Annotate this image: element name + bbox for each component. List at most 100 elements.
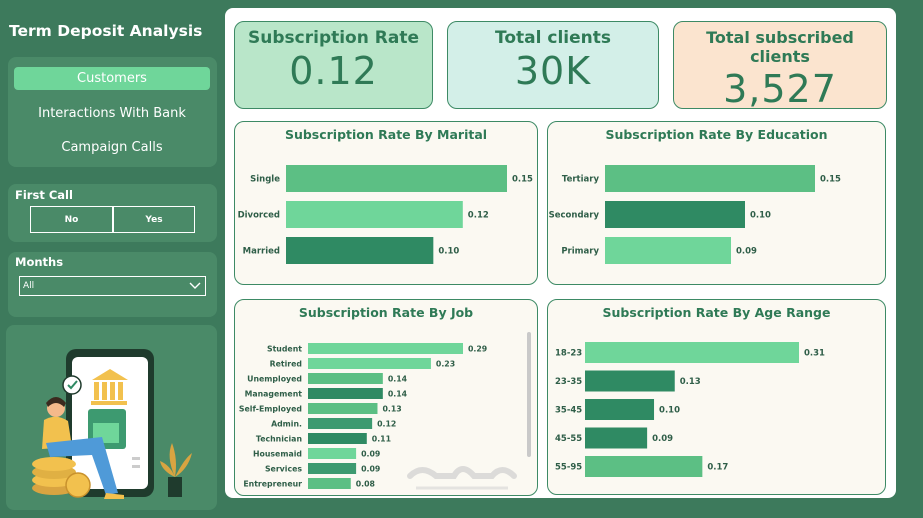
bar[interactable]	[308, 448, 357, 459]
bar[interactable]	[585, 342, 799, 363]
watermark-logo	[407, 466, 517, 490]
category-label: Services	[265, 465, 302, 474]
category-label: Tertiary	[562, 175, 600, 185]
first-call-no-button[interactable]: No	[30, 206, 113, 233]
dashboard-canvas: Subscription Rate 0.12 Total clients 30K…	[225, 8, 896, 498]
kpi-title: Subscription Rate	[248, 28, 419, 48]
months-dropdown[interactable]: All	[19, 276, 206, 296]
bar[interactable]	[308, 373, 383, 384]
data-label: 0.09	[361, 465, 380, 474]
data-label: 0.13	[680, 377, 701, 387]
data-label: 0.13	[382, 405, 401, 414]
bar[interactable]	[605, 201, 745, 228]
category-label: Technician	[256, 435, 302, 444]
category-label: Secondary	[549, 211, 600, 221]
months-label: Months	[15, 255, 64, 269]
kpi-value: 30K	[514, 49, 592, 93]
category-label: 23-35	[555, 377, 582, 387]
first-call-filter: First Call No Yes	[8, 184, 217, 242]
chart-title: Subscription Rate By Marital	[284, 127, 488, 142]
chart-education-plot: Tertiary 0.15 Secondary 0.10 Primary 0.09	[549, 165, 841, 264]
kpi-total-clients: Total clients 30K	[447, 21, 659, 109]
chart-education: Subscription Rate By Education Tertiary 0…	[547, 121, 886, 285]
data-label: 0.12	[377, 420, 396, 429]
data-label: 0.15	[820, 175, 841, 185]
chart-title: Subscription Rate By Job	[298, 305, 474, 320]
check-icon	[62, 375, 82, 395]
chart-age-plot: 18-23 0.31 23-35 0.13 35-45 0.10 45-55 0.09 55-9…	[555, 342, 825, 477]
data-label: 0.14	[388, 390, 408, 399]
chart-marital-plot: Single 0.15 Divorced 0.12 Married 0.10	[238, 165, 533, 264]
chart-job: Subscription Rate By Job Student 0.29 Reti…	[234, 299, 538, 496]
bar[interactable]	[585, 399, 655, 420]
chart-age-range: Subscription Rate By Age Range 18-23 0.31…	[547, 299, 886, 495]
category-label: 35-45	[555, 406, 582, 416]
category-label: Student	[267, 345, 302, 354]
chart-job-plot: Student 0.29 Retired 0.23 Unemployed 0.14 Mana…	[239, 343, 487, 489]
data-label: 0.14	[388, 375, 408, 384]
category-label: 55-95	[555, 463, 582, 473]
category-label: Primary	[561, 247, 599, 257]
data-label: 0.29	[468, 345, 487, 354]
chart-job-scrollbar[interactable]	[527, 332, 531, 457]
bar[interactable]	[308, 478, 351, 489]
bar[interactable]	[585, 456, 703, 477]
bar[interactable]	[286, 237, 434, 264]
bar[interactable]	[605, 165, 815, 192]
category-label: Retired	[270, 360, 302, 369]
data-label: 0.09	[361, 450, 380, 459]
bar[interactable]	[585, 370, 675, 392]
first-call-yes-button[interactable]: Yes	[113, 206, 195, 233]
bank-icon	[91, 369, 128, 405]
data-label: 0.17	[707, 463, 728, 473]
chart-marital: Subscription Rate By Marital Single 0.15 D…	[234, 121, 538, 285]
chart-title: Subscription Rate By Age Range	[602, 305, 831, 320]
chart-title: Subscription Rate By Education	[605, 127, 828, 142]
nav-item-interactions-with-bank[interactable]: Interactions With Bank	[38, 106, 186, 121]
chevron-down-icon	[189, 282, 201, 289]
data-label: 0.09	[652, 434, 673, 444]
category-label: Self-Employed	[239, 405, 302, 414]
first-call-label: First Call	[15, 188, 73, 202]
kpi-value: 3,527	[723, 67, 837, 111]
bar[interactable]	[308, 433, 367, 444]
months-filter: Months All	[8, 252, 217, 317]
data-label: 0.31	[804, 349, 825, 359]
kpi-subscription-rate: Subscription Rate 0.12	[234, 21, 433, 109]
category-label: 18-23	[555, 349, 582, 359]
kpi-total-subscribed-clients: Total subscribed clients 3,527	[673, 21, 887, 111]
data-label: 0.10	[750, 211, 771, 221]
kpi-title: Total subscribed clients	[706, 28, 854, 66]
bar[interactable]	[286, 165, 507, 192]
category-label: 45-55	[555, 434, 582, 444]
category-label: Divorced	[238, 211, 280, 221]
nav-panel: Customers Interactions With Bank Campaig…	[8, 57, 217, 167]
banking-illustration	[32, 349, 192, 499]
category-label: Married	[243, 247, 280, 257]
bar[interactable]	[308, 343, 463, 354]
bar[interactable]	[585, 427, 648, 449]
bar[interactable]	[308, 463, 357, 474]
data-label: 0.08	[356, 480, 375, 489]
category-label: Admin.	[271, 420, 302, 429]
bar[interactable]	[605, 237, 731, 264]
months-dropdown-value: All	[23, 281, 35, 291]
category-label: Single	[250, 175, 280, 185]
data-label: 0.23	[436, 360, 455, 369]
data-label: 0.11	[372, 435, 391, 444]
kpi-title: Total clients	[495, 28, 611, 48]
category-label: Housemaid	[253, 450, 302, 459]
nav-item-campaign-calls[interactable]: Campaign Calls	[61, 140, 163, 155]
bar[interactable]	[308, 388, 383, 399]
data-label: 0.10	[659, 406, 680, 416]
bar[interactable]	[308, 358, 431, 369]
illustration-panel	[6, 325, 217, 510]
data-label: 0.09	[736, 247, 757, 257]
bar[interactable]	[308, 418, 373, 429]
app-title: Term Deposit Analysis	[9, 22, 203, 40]
bar[interactable]	[286, 201, 463, 228]
bar[interactable]	[308, 403, 378, 414]
category-label: Management	[245, 390, 303, 399]
data-label: 0.15	[512, 175, 533, 185]
nav-item-customers[interactable]: Customers	[14, 67, 210, 90]
